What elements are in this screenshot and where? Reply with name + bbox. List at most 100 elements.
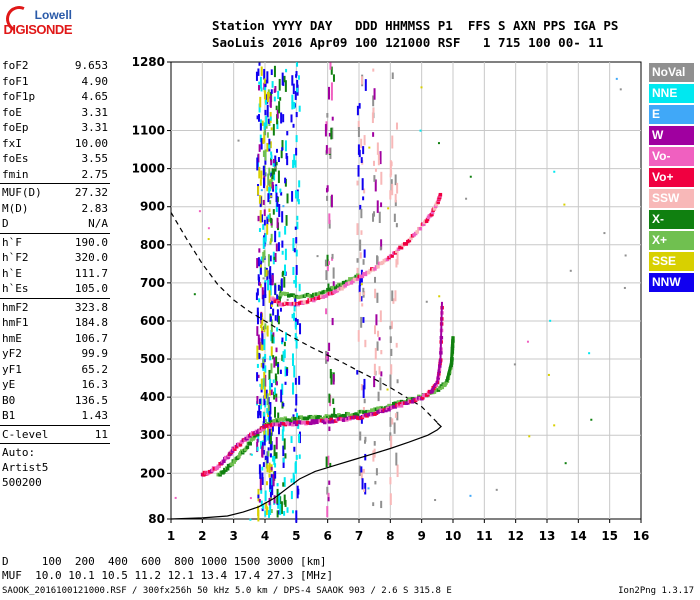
- noise-mark: [294, 408, 297, 412]
- param-value: 99.9: [81, 347, 109, 360]
- noise-mark: [258, 81, 261, 85]
- x-tick-label: 2: [198, 529, 206, 543]
- noise-mark: [262, 462, 265, 467]
- noise-mark: [390, 348, 393, 356]
- x-trace-mark: [324, 290, 329, 294]
- param-name: C-level: [2, 427, 49, 441]
- noise-mark: [273, 444, 276, 453]
- noise-mark: [276, 309, 279, 323]
- o-trace-mark: [310, 419, 314, 423]
- param-value: 2.75: [81, 167, 109, 181]
- noise-mark: [255, 71, 258, 81]
- o-trace-mark: [387, 407, 391, 412]
- o-trace-mark: [329, 417, 333, 422]
- param-row: C-level 11: [0, 427, 110, 443]
- noise-mark: [257, 494, 260, 499]
- noise-mark: [327, 261, 330, 265]
- noise-mark: [394, 290, 397, 302]
- noise-mark: [268, 167, 271, 176]
- noise-mark: [284, 381, 287, 385]
- param-value: 3.31: [81, 121, 109, 134]
- noise-mark: [263, 122, 266, 130]
- noise-mark: [331, 317, 334, 326]
- noise-mark: [264, 455, 267, 461]
- o-trace-mark: [287, 422, 291, 427]
- noise-mark: [275, 186, 278, 193]
- x-trace-mark: [285, 418, 289, 422]
- noise-mark: [276, 196, 279, 202]
- noise-mark: [269, 95, 272, 108]
- param-name: B0: [2, 393, 16, 407]
- noise-mark: [283, 438, 286, 450]
- noise-mark: [271, 334, 274, 344]
- x-tick-label: 16: [633, 529, 650, 543]
- noise-mark: [263, 371, 266, 380]
- noise-mark: [326, 113, 329, 118]
- noise-mark: [255, 292, 258, 301]
- noise-mark: [267, 173, 270, 186]
- noise-mark: [363, 378, 366, 390]
- param-row: hmE 106.7: [0, 331, 110, 347]
- noise-mark: [331, 257, 334, 261]
- scatter-dot: [387, 207, 390, 210]
- noise-mark: [282, 445, 285, 457]
- noise-mark: [374, 347, 377, 360]
- noise-mark: [296, 319, 299, 325]
- scatter-dot: [260, 189, 263, 192]
- noise-mark: [372, 502, 375, 507]
- noise-mark: [267, 193, 270, 203]
- param-value: 136.5: [74, 393, 108, 407]
- noise-mark: [273, 406, 276, 418]
- noise-mark: [264, 490, 267, 502]
- noise-mark: [257, 153, 260, 163]
- noise-mark: [391, 72, 394, 80]
- noise-mark: [275, 356, 278, 366]
- param-value: 2.83: [81, 201, 109, 215]
- noise-mark: [328, 86, 331, 100]
- noise-mark: [330, 82, 333, 95]
- o-trace-mark: [390, 254, 394, 258]
- noise-mark: [328, 426, 331, 432]
- noise-mark: [292, 266, 295, 275]
- station-header: Station YYYY DAY DDD HHMMSS P1 FFS S AXN…: [212, 17, 618, 51]
- noise-mark: [292, 83, 295, 95]
- noise-mark: [261, 326, 264, 333]
- noise-mark: [373, 175, 376, 182]
- param-value: 4.90: [81, 74, 109, 88]
- scatter-dot: [367, 487, 370, 490]
- noise-mark: [265, 481, 268, 486]
- noise-mark: [291, 75, 294, 86]
- noise-mark: [378, 160, 381, 164]
- scatter-dot: [569, 269, 572, 272]
- noise-mark: [256, 372, 259, 382]
- noise-mark: [256, 353, 259, 360]
- noise-mark: [293, 101, 296, 109]
- noise-mark: [283, 349, 286, 359]
- noise-mark: [262, 504, 265, 510]
- noise-mark: [259, 398, 262, 405]
- legend-item: Vo+: [649, 168, 694, 187]
- x-trace-mark: [324, 414, 329, 418]
- noise-mark: [266, 142, 269, 152]
- noise-mark: [360, 469, 363, 480]
- noise-mark: [269, 200, 272, 205]
- noise-mark: [263, 78, 266, 84]
- noise-mark: [276, 327, 279, 332]
- noise-mark: [284, 226, 287, 235]
- o-trace-mark: [230, 449, 235, 453]
- noise-mark: [266, 507, 269, 512]
- noise-mark: [284, 366, 287, 377]
- scatter-dot: [286, 298, 289, 301]
- noise-mark: [393, 422, 396, 434]
- param-name: yF1: [2, 362, 22, 376]
- noise-mark: [282, 403, 285, 407]
- noise-mark: [373, 441, 376, 446]
- noise-mark: [329, 462, 332, 467]
- noise-mark: [269, 255, 272, 262]
- noise-mark: [326, 254, 329, 266]
- noise-mark: [279, 97, 282, 101]
- param-value: 16.3: [81, 378, 109, 391]
- noise-mark: [268, 93, 271, 99]
- param-value: 9.653: [74, 59, 108, 72]
- param-row: foEs 3.55: [0, 151, 110, 167]
